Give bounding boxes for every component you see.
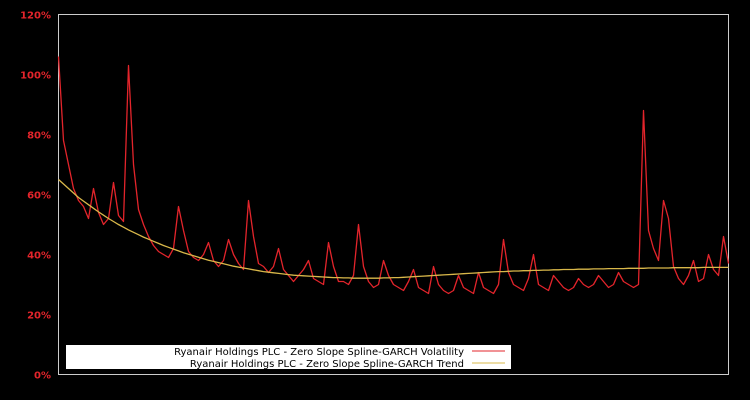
y-axis: 0% 20% 40% 60% 80% 100% 120% bbox=[20, 11, 51, 382]
y-tick-label: 120% bbox=[20, 11, 51, 22]
legend-label-volatility: Ryanair Holdings PLC - Zero Slope Spline… bbox=[174, 347, 464, 358]
legend: Ryanair Holdings PLC - Zero Slope Spline… bbox=[66, 345, 511, 370]
volatility-line bbox=[57, 56, 730, 295]
y-tick-label: 0% bbox=[34, 371, 51, 382]
legend-box bbox=[66, 345, 511, 369]
y-tick-label: 80% bbox=[27, 131, 51, 142]
y-tick-label: 40% bbox=[27, 251, 51, 262]
y-tick-label: 60% bbox=[27, 191, 51, 202]
legend-label-trend: Ryanair Holdings PLC - Zero Slope Spline… bbox=[190, 359, 464, 370]
plot-frame bbox=[58, 14, 729, 375]
y-tick-label: 20% bbox=[27, 311, 51, 322]
trend-line bbox=[58, 179, 729, 279]
y-tick-label: 100% bbox=[20, 71, 51, 82]
